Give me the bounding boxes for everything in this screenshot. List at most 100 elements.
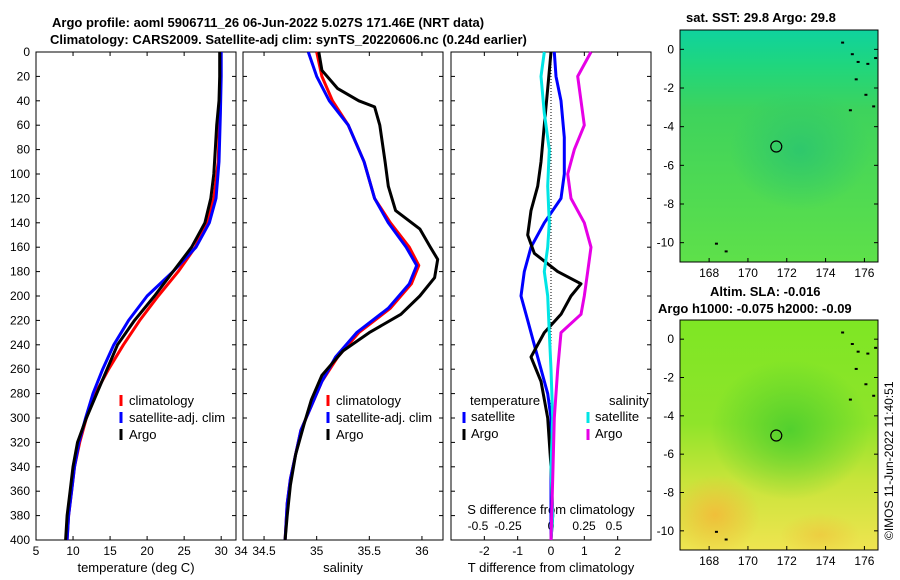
sst-island-speck <box>866 62 870 65</box>
sst-island-speck <box>854 78 858 81</box>
sla-map-xtick-label: 176 <box>854 554 874 568</box>
depth-tick-label: 140 <box>10 216 30 230</box>
sla-map-ytick-label: -2 <box>663 371 674 385</box>
diff-xtick-label: 1 <box>581 544 588 558</box>
sal-xtick-label: 35.5 <box>358 544 382 558</box>
sst-map-ytick-label: 0 <box>667 42 674 56</box>
temp-xtick-label: 25 <box>177 544 191 558</box>
depth-tick-label: 360 <box>10 484 30 498</box>
sst-map-ytick-label: -8 <box>663 197 674 211</box>
temp-xtick-label: 10 <box>66 544 80 558</box>
sst-island-speck <box>864 93 868 96</box>
depth-tick-label: 400 <box>10 533 30 547</box>
depth-tick-label: 220 <box>10 313 30 327</box>
depth-tick-label: 340 <box>10 460 30 474</box>
depth-tick-label: 160 <box>10 240 30 254</box>
sla-island-speck <box>848 398 852 401</box>
diff-legend-title-temp: temperature <box>470 393 540 408</box>
sst-map-frame <box>679 29 879 263</box>
diff-series-temperature-Argo <box>526 51 583 541</box>
sst-island-speck <box>850 53 854 56</box>
sst-map-xtick-label: 172 <box>777 266 797 280</box>
sla-island-speck <box>841 331 845 334</box>
sst-island-speck <box>874 57 878 60</box>
depth-tick-label: 120 <box>10 191 30 205</box>
depth-tick-label: 20 <box>17 69 31 83</box>
temp-series-Argo <box>64 52 222 541</box>
diff-xlabel: T difference from climatology <box>468 560 635 575</box>
sst-island-speck <box>848 109 852 112</box>
sla-island-speck <box>714 530 718 533</box>
diff-legend-label: satellite <box>595 409 639 424</box>
diff-top-tick-label: 0.25 <box>572 519 596 533</box>
sst-map-xtick-label: 170 <box>738 266 758 280</box>
sla-map-title: Altim. SLA: -0.016 <box>710 284 821 299</box>
diff-series-temperature-satellite <box>519 51 566 540</box>
sst-island-speck <box>872 105 876 108</box>
sla-map-xtick-label: 168 <box>699 554 719 568</box>
depth-tick-label: 300 <box>10 411 30 425</box>
sst-island-speck <box>856 60 860 63</box>
diff-xtick-label: 0 <box>548 544 555 558</box>
sla-island-speck <box>866 352 870 355</box>
depth-tick-label: 280 <box>10 387 30 401</box>
sla-island-speck <box>872 394 876 397</box>
sla-map-frame <box>679 319 879 551</box>
diff-xtick-label: -1 <box>512 544 523 558</box>
diff-legend-title-sal: salinity <box>609 393 649 408</box>
depth-tick-label: 260 <box>10 362 30 376</box>
sal-xtick-label: 34 <box>234 544 248 558</box>
depth-tick-label: 180 <box>10 265 30 279</box>
depth-tick-label: 40 <box>17 94 31 108</box>
sst-island-speck <box>724 250 728 253</box>
depth-tick-label: 240 <box>10 338 30 352</box>
temp-legend-label: climatology <box>129 393 195 408</box>
temp-axes-frame <box>35 51 237 541</box>
sst-argo-position-marker <box>770 140 783 153</box>
diff-series-salinity-Argo <box>549 51 593 541</box>
sst-island-speck <box>714 242 718 245</box>
diff-legend-label: Argo <box>595 426 622 441</box>
diff-top-tick-label: -0.25 <box>494 519 522 533</box>
temp-xlabel: temperature (deg C) <box>77 560 194 575</box>
title-line-1: Argo profile: aoml 5906711_26 06-Jun-202… <box>52 15 485 30</box>
depth-tick-label: 0 <box>23 45 30 59</box>
diff-legend-label: Argo <box>471 426 498 441</box>
diff-legend-label: satellite <box>471 409 515 424</box>
sal-series-satellite-adj.-clim <box>283 51 419 541</box>
temp-xtick-label: 5 <box>33 544 40 558</box>
sal-xlabel: salinity <box>323 560 363 575</box>
sla-argo-position-marker <box>770 429 783 442</box>
sal-legend-label: climatology <box>336 393 402 408</box>
diff-xtick-label: -2 <box>479 544 490 558</box>
temp-xtick-label: 15 <box>103 544 117 558</box>
sal-xtick-label: 34.5 <box>252 544 276 558</box>
sla-map-xtick-label: 170 <box>738 554 758 568</box>
depth-tick-label: 200 <box>10 289 30 303</box>
diff-top-tick-label: -0.5 <box>468 519 489 533</box>
sla-island-speck <box>854 367 858 370</box>
sst-map-title: sat. SST: 29.8 Argo: 29.8 <box>686 10 836 25</box>
sal-legend-label: Argo <box>336 427 363 442</box>
sla-island-speck <box>856 350 860 353</box>
sla-island-speck <box>850 343 854 345</box>
sla-map-ytick-label: -10 <box>657 524 675 538</box>
sal-series-Argo <box>283 51 440 541</box>
sst-map-ytick-label: -10 <box>657 236 675 250</box>
sal-xtick-label: 35 <box>310 544 324 558</box>
depth-tick-label: 60 <box>17 118 31 132</box>
diff-xtick-label: 2 <box>614 544 621 558</box>
sst-map-field <box>680 30 878 262</box>
temp-xtick-label: 30 <box>215 544 229 558</box>
temp-legend-label: satellite-adj. clim <box>129 410 225 425</box>
sal-xtick-label: 36 <box>415 544 429 558</box>
sst-map-xtick-label: 174 <box>816 266 836 280</box>
diff-series-salinity-satellite <box>539 51 555 541</box>
temp-series-climatology <box>65 52 222 541</box>
depth-tick-label: 380 <box>10 509 30 523</box>
sla-island-speck <box>724 538 728 541</box>
sst-map-ytick-label: -4 <box>663 120 674 134</box>
sla-island-speck <box>864 383 868 386</box>
sla-island-speck <box>874 346 878 349</box>
